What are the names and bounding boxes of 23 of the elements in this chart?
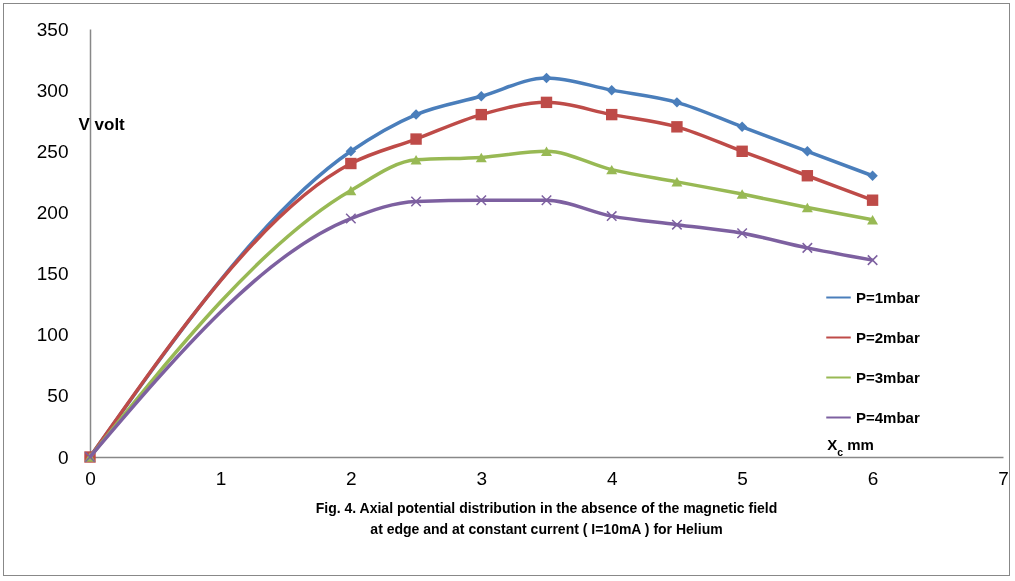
legend-label: P=1mbar <box>856 288 920 306</box>
x-tick-label: 4 <box>606 467 618 489</box>
x-tick-label: 3 <box>476 467 488 489</box>
x-tick-label: 7 <box>998 467 1009 489</box>
y-tick-label: 50 <box>47 385 69 407</box>
y-tick-label: 200 <box>36 201 69 223</box>
y-tick-label: 350 <box>36 18 69 40</box>
x-tick-label: 0 <box>85 467 96 489</box>
x-tick-label: 6 <box>867 467 879 489</box>
y-tick-label: 250 <box>36 140 69 162</box>
legend-label: P=4mbar <box>856 408 920 426</box>
legend-label: P=2mbar <box>856 328 920 346</box>
x-tick-label: 1 <box>215 467 227 489</box>
y-tick-label: 300 <box>36 79 69 101</box>
y-tick-label: 100 <box>36 324 69 346</box>
text: Fig. 4. Axial potential distribution in the absence of the magnetic field at edge and at constant current ( I=10mA ) for Helium <box>315 500 778 537</box>
y-tick-label: 150 <box>36 263 69 285</box>
x-tick-label: 2 <box>346 467 357 489</box>
y-axis-title: V volt <box>78 114 126 134</box>
x-tick-label: 5 <box>737 467 748 489</box>
legend-label: P=3mbar <box>856 368 920 386</box>
y-tick-label: 0 <box>57 446 69 468</box>
x-axis-title: X$_{c}$ mm <box>827 435 874 458</box>
